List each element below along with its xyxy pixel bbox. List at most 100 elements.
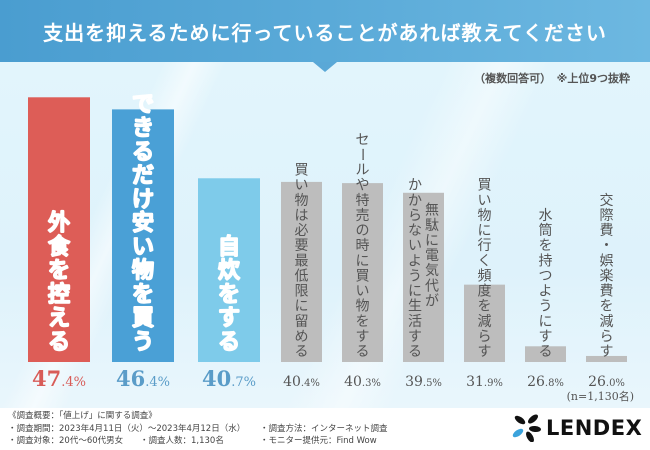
category-label-char: つ xyxy=(539,268,553,284)
category-label-char: く xyxy=(478,253,492,269)
value-label-4: 40.4% xyxy=(283,374,320,390)
category-label-char: 最 xyxy=(295,253,309,269)
category-label-char: ル xyxy=(356,163,370,179)
value-label-1: 47.4% xyxy=(32,366,86,391)
category-label-char: 控 xyxy=(48,281,70,307)
title-band: 支出を抑えるために行っていることがあれば教えてください xyxy=(0,0,650,62)
survey-count: ・調査人数：1,130名 xyxy=(140,436,224,446)
category-label-char: を xyxy=(600,299,614,315)
logo-text: LENDEX xyxy=(546,416,643,440)
category-label-char: ら xyxy=(408,208,422,224)
category-label-char: 限 xyxy=(295,284,309,300)
category-label-char: か xyxy=(408,193,422,209)
chart-title: 支出を抑えるために行っていることがあれば教えてください xyxy=(43,20,607,45)
category-label-char: る xyxy=(48,330,70,355)
category-label-char: 費 xyxy=(600,223,614,239)
category-label-char: 留 xyxy=(295,314,309,330)
category-label-char: 自 xyxy=(218,234,240,260)
category-label-char: 減 xyxy=(600,313,614,330)
chart-note: （複数回答可） ※上位9つ抜粋 xyxy=(474,72,630,85)
category-label-char: う xyxy=(539,299,553,315)
category-label-char: に xyxy=(478,223,492,239)
bar-chart: 外食を控える47.4%できるだけ安い物を買う46.4%自炊をする40.7%買い物… xyxy=(28,92,627,391)
logo-petal-accent xyxy=(512,428,524,438)
category-label-char: 低 xyxy=(295,268,309,284)
category-label-char: 代 xyxy=(425,278,439,294)
category-label-char: を xyxy=(478,299,492,315)
category-label-char: 頻 xyxy=(478,268,492,284)
bar-3 xyxy=(198,178,260,362)
category-label-char: セ xyxy=(356,132,370,148)
bar-1 xyxy=(28,97,90,362)
logo-petal xyxy=(529,425,541,433)
category-label-char: め xyxy=(295,329,309,345)
category-label-char: る xyxy=(295,344,309,360)
logo-petal xyxy=(514,415,526,425)
category-label-char: 行 xyxy=(478,238,492,254)
category-label-char: 際 xyxy=(600,208,614,224)
category-label-char: 度 xyxy=(478,284,492,300)
value-label-9: 26.0% xyxy=(588,374,625,390)
category-label-char: い xyxy=(295,178,309,194)
category-label-char: を xyxy=(218,282,240,307)
category-label-char: る xyxy=(539,344,553,360)
bar-2 xyxy=(112,109,174,362)
category-label-char: に xyxy=(356,253,370,269)
value-label-5: 40.3% xyxy=(344,374,381,390)
category-label-char: ら xyxy=(478,329,492,345)
category-label-char: 買 xyxy=(132,306,154,331)
category-label-char: 減 xyxy=(478,313,492,330)
category-label-char: る xyxy=(218,330,240,355)
category-label-char: は xyxy=(295,208,309,224)
value-label-2: 46.4% xyxy=(116,366,170,391)
category-label-char: 持 xyxy=(539,253,553,269)
category-label-char: 売 xyxy=(356,208,370,224)
category-label-char: が xyxy=(425,293,439,309)
category-label-char: 買 xyxy=(356,268,370,284)
category-label-char: 物 xyxy=(478,208,492,224)
bar-4 xyxy=(281,181,322,362)
category-label-char: 外 xyxy=(48,210,70,236)
bar-6 xyxy=(403,192,444,362)
category-label-char: 活 xyxy=(408,314,422,330)
bar-9 xyxy=(586,355,627,362)
category-label-char: よ xyxy=(408,253,422,269)
category-label-char: 交 xyxy=(600,192,614,209)
category-label-char: 安 xyxy=(132,210,154,236)
category-label-char: 気 xyxy=(425,263,439,279)
survey-method: ・調査方法：インターネット調査 xyxy=(260,423,388,434)
category-label-char: す xyxy=(408,329,422,345)
category-label-char: る xyxy=(356,344,370,360)
value-label-8: 26.8% xyxy=(527,374,564,390)
category-label-char: よ xyxy=(539,284,553,300)
category-label-char: る xyxy=(132,140,154,165)
category-label-char: る xyxy=(408,344,422,360)
lendex-logo-mark-icon xyxy=(512,414,541,442)
category-label-char: い xyxy=(408,238,422,254)
category-label-char: 物 xyxy=(356,299,370,315)
category-label-char: に xyxy=(539,314,553,330)
category-label-char: ら xyxy=(600,329,614,345)
category-label-char: い xyxy=(478,193,492,209)
category-label-char: 買 xyxy=(478,178,492,194)
category-label-char: 駄 xyxy=(425,218,439,234)
survey-summary: 《調査概要：「値上げ」に関する調査》 ・調査期間：2023年4月11日（火）～2… xyxy=(8,410,388,448)
bar-8 xyxy=(525,346,566,362)
category-label-char: 物 xyxy=(295,193,309,209)
category-label-char: い xyxy=(132,235,154,260)
bar-7 xyxy=(464,284,505,362)
category-label-char: 特 xyxy=(356,193,370,209)
category-label-char: 無 xyxy=(425,203,439,219)
title-pointer xyxy=(313,62,337,72)
category-label-char: を xyxy=(356,314,370,330)
category-label-char: い xyxy=(356,284,370,300)
category-label-char: か xyxy=(408,178,422,194)
category-label-char: 楽 xyxy=(600,268,614,284)
category-label-char: に xyxy=(408,284,422,300)
category-label-char: す xyxy=(539,329,553,345)
lendex-logo: LENDEX xyxy=(512,414,642,442)
category-label-char: に xyxy=(425,233,439,249)
category-label-char: 生 xyxy=(408,299,422,315)
category-label-char: け xyxy=(132,187,154,212)
category-label-char: 水 xyxy=(539,208,553,224)
